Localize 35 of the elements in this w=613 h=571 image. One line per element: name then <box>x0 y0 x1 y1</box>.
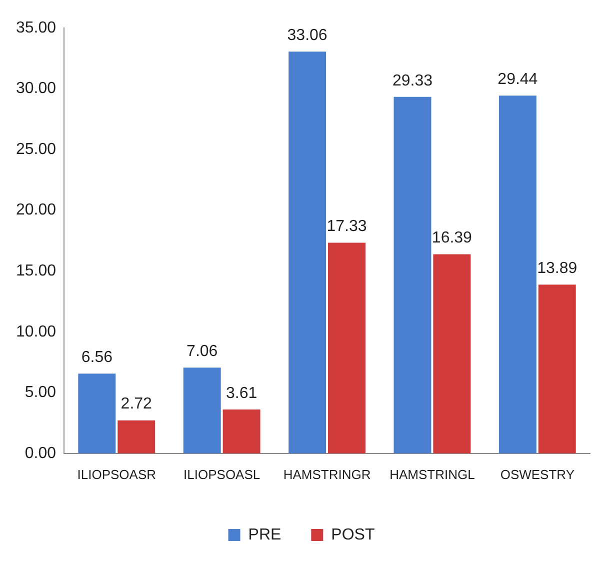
y-tick-label: 0.00 <box>24 444 56 462</box>
x-tick-label: OSWESTRY <box>500 466 575 482</box>
y-tick-label: 35.00 <box>16 19 56 36</box>
x-tick-label: ILIOPSOASL <box>184 466 260 482</box>
x-tick-label: HAMSTRINGR <box>283 466 371 482</box>
data-label: 7.06 <box>186 342 218 360</box>
x-tick-label: ILIOPSOASR <box>77 466 156 482</box>
data-label: 29.44 <box>498 70 538 88</box>
x-tick-label: HAMSTRINGL <box>390 466 475 482</box>
bar <box>538 284 576 454</box>
y-tick-label: 5.00 <box>24 384 56 402</box>
bar <box>498 96 536 454</box>
legend-label: PRE <box>248 526 282 544</box>
data-label: 6.56 <box>81 349 113 366</box>
y-tick-label: 15.00 <box>16 262 56 280</box>
legend-label: POST <box>331 526 375 544</box>
data-label: 17.33 <box>326 218 367 236</box>
data-label: 13.89 <box>537 260 578 277</box>
data-label: 3.61 <box>226 384 258 402</box>
bar <box>328 242 366 454</box>
data-label: 29.33 <box>392 72 433 90</box>
y-tick-label: 20.00 <box>16 202 56 219</box>
bar <box>288 52 326 454</box>
y-tick-label: 10.00 <box>16 323 56 340</box>
bar <box>222 410 260 454</box>
bar <box>394 96 432 454</box>
y-tick-label: 25.00 <box>16 140 56 158</box>
data-label: 2.72 <box>120 396 152 413</box>
y-tick-label: 30.00 <box>16 80 56 98</box>
bar <box>78 374 116 454</box>
data-label: 33.06 <box>287 26 328 44</box>
data-label: 16.39 <box>432 230 472 247</box>
bar <box>118 420 156 454</box>
bar <box>433 254 471 454</box>
bar <box>183 368 221 454</box>
